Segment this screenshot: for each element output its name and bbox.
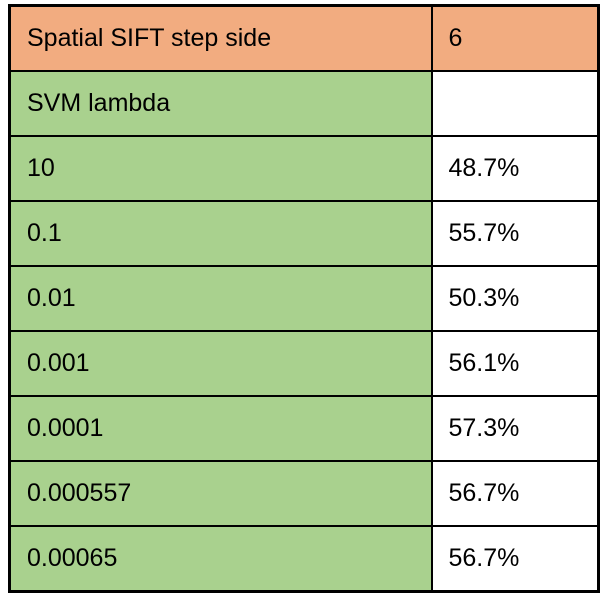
table-row: 0.01 50.3%: [8, 265, 600, 332]
lambda-cell: 0.0001: [8, 395, 433, 462]
header-value-cell: 6: [430, 4, 600, 72]
lambda-cell: 0.1: [8, 200, 433, 267]
table-row: 0.1 55.7%: [8, 200, 600, 267]
subheader-value-cell: [430, 70, 600, 137]
lambda-cell: 0.001: [8, 330, 433, 397]
table-row: 10 48.7%: [8, 135, 600, 202]
table-row: 0.00065 56.7%: [8, 525, 600, 593]
subheader-label-cell: SVM lambda: [8, 70, 433, 137]
header-label-cell: Spatial SIFT step side: [8, 4, 433, 72]
lambda-cell: 0.000557: [8, 460, 433, 527]
table-row-subheader: SVM lambda: [8, 70, 600, 137]
table-row-header: Spatial SIFT step side 6: [8, 4, 600, 72]
lambda-cell: 10: [8, 135, 433, 202]
sift-lambda-results-table: Spatial SIFT step side 6 SVM lambda 10 4…: [8, 4, 600, 593]
table-row: 0.000557 56.7%: [8, 460, 600, 527]
accuracy-cell: 50.3%: [430, 265, 600, 332]
table-row: 0.001 56.1%: [8, 330, 600, 397]
accuracy-cell: 48.7%: [430, 135, 600, 202]
accuracy-cell: 56.7%: [430, 525, 600, 593]
lambda-cell: 0.00065: [8, 525, 433, 593]
accuracy-cell: 56.1%: [430, 330, 600, 397]
lambda-cell: 0.01: [8, 265, 433, 332]
accuracy-cell: 55.7%: [430, 200, 600, 267]
accuracy-cell: 56.7%: [430, 460, 600, 527]
accuracy-cell: 57.3%: [430, 395, 600, 462]
table-row: 0.0001 57.3%: [8, 395, 600, 462]
